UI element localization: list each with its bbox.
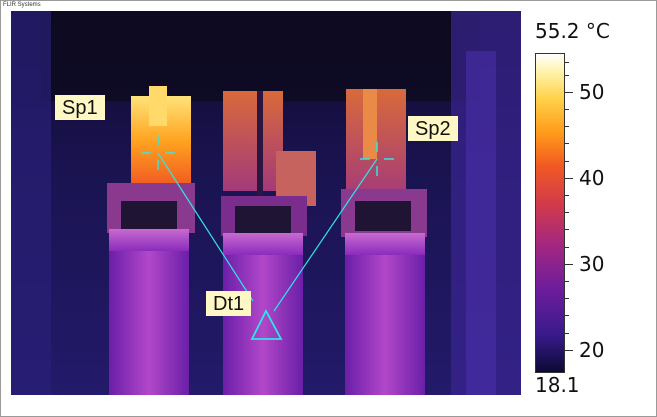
tick-20: [565, 350, 573, 351]
sp2-label[interactable]: Sp2: [408, 116, 458, 141]
thermal-image: Sp1 Sp2 Dt1: [11, 11, 521, 395]
tick-40: [565, 178, 573, 179]
dt1-label[interactable]: Dt1: [206, 291, 252, 316]
sp1-label[interactable]: Sp1: [55, 95, 105, 120]
tick-50: [565, 92, 573, 93]
scale-min-label: 18.1: [535, 373, 580, 397]
sp2-crosshair-icon[interactable]: [360, 142, 394, 176]
tick-label-30: 30: [579, 252, 605, 276]
brand-label: FLIR Systems: [3, 2, 41, 8]
thermal-scene: [11, 11, 521, 395]
tick-label-40: 40: [579, 166, 605, 190]
temperature-colorbar: [535, 53, 565, 373]
tick-label-20: 20: [579, 338, 605, 362]
tick-label-50: 50: [579, 80, 605, 104]
dt1-triangle-icon[interactable]: [250, 309, 283, 340]
sp1-crosshair-icon[interactable]: [141, 136, 175, 170]
tick-30: [565, 264, 573, 265]
scale-max-label: 55.2 °C: [535, 19, 610, 43]
